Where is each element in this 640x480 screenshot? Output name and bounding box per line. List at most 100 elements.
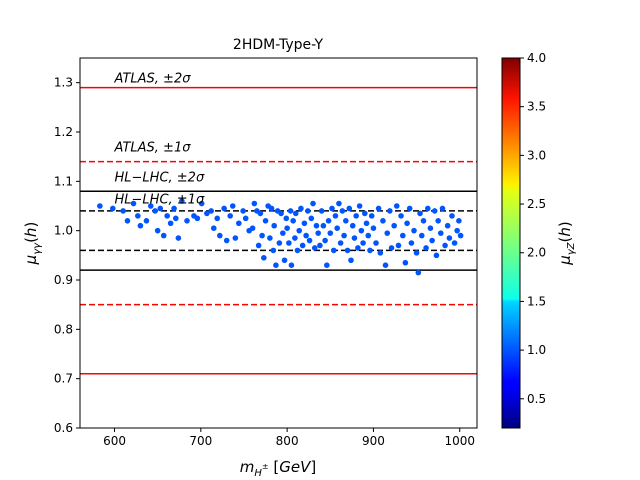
- scatter-point: [402, 259, 409, 266]
- scatter-point: [210, 225, 217, 231]
- scatter-point: [404, 220, 410, 227]
- colorbar-ticks: 0.5 1.0 1.5 2.0 2.5 3.0 3.5 4.0: [520, 51, 546, 406]
- scatter-point: [268, 205, 275, 212]
- scatter-point: [184, 218, 190, 224]
- scatter-point: [287, 208, 294, 214]
- colorbar-tick-label: 3.5: [527, 100, 546, 114]
- label-hllhc-1sigma: HL−LHC, ±1σ: [115, 193, 205, 208]
- scatter-point: [420, 218, 427, 224]
- scatter-point: [375, 205, 382, 212]
- scatter-point: [439, 205, 446, 212]
- scatter-point: [391, 222, 397, 229]
- scatter-point: [240, 208, 246, 214]
- scatter-point: [311, 245, 318, 251]
- scatter-point: [276, 240, 283, 246]
- scatter-point: [423, 245, 429, 251]
- scatter-point: [322, 237, 328, 244]
- scatter-point: [160, 232, 167, 239]
- scatter-point: [97, 203, 103, 209]
- scatter-point: [355, 245, 361, 251]
- scatter-point: [356, 203, 363, 209]
- plot-frame: [79, 57, 478, 429]
- scatter-point: [164, 213, 170, 219]
- label-hllhc-2sigma: HL−LHC, ±2σ: [115, 170, 205, 185]
- scatter-point: [358, 227, 365, 234]
- scatter-point: [442, 242, 448, 249]
- x-axis-label: mH± [GeV]: [240, 458, 316, 479]
- scatter-point: [449, 213, 455, 219]
- scatter-point: [367, 247, 373, 254]
- scatter-point: [377, 250, 384, 256]
- colorbar-tick-label: 2.0: [527, 246, 546, 260]
- scatter-point: [152, 208, 158, 214]
- scatter-point: [435, 218, 441, 224]
- y-tick-label: 1.1: [54, 174, 73, 188]
- label-atlas-1sigma: ATLAS, ±1σ: [114, 141, 192, 156]
- scatter-point: [137, 222, 144, 229]
- scatter-point: [427, 225, 434, 231]
- colorbar-tick-label: 3.0: [527, 148, 546, 162]
- scatter-point: [284, 225, 290, 231]
- scatter-point: [124, 218, 131, 224]
- scatter-point: [227, 213, 233, 219]
- scatter-point: [292, 210, 299, 217]
- scatter-point: [451, 240, 458, 246]
- scatter-point: [363, 220, 370, 227]
- scatter-point: [454, 227, 460, 234]
- y-tick-label: 0.7: [54, 372, 73, 386]
- scatter-point: [251, 200, 258, 207]
- scatter-point: [413, 250, 420, 256]
- scatter-point: [267, 235, 273, 241]
- scatter-point: [318, 208, 325, 214]
- scatter-point: [257, 210, 264, 217]
- scatter-point: [433, 252, 440, 259]
- x-tick-label: 1000: [444, 434, 475, 448]
- scatter-point: [353, 213, 359, 219]
- scatter-point: [261, 254, 267, 261]
- y-axis-label: μγγ(h): [22, 222, 43, 266]
- scatter-point: [327, 230, 334, 236]
- scatter-point: [411, 227, 417, 234]
- scatter-point: [324, 262, 330, 269]
- scatter-point: [259, 232, 265, 239]
- scatter-point: [236, 220, 242, 227]
- scatter-point: [351, 235, 358, 241]
- scatter-point: [283, 215, 290, 222]
- scatter-point: [425, 205, 431, 212]
- scatter-point: [315, 230, 322, 236]
- scatter-point: [255, 242, 262, 249]
- scatter-point: [362, 210, 368, 217]
- x-tick-label: 700: [189, 434, 212, 448]
- scatter-point: [242, 215, 249, 222]
- scatter-point: [368, 213, 375, 219]
- scatter-point: [444, 222, 451, 229]
- scatter-point: [457, 232, 464, 239]
- scatter-point: [305, 208, 311, 214]
- scatter-point: [387, 208, 393, 214]
- colorbar-tick-label: 1.5: [527, 294, 546, 308]
- scatter-point: [399, 232, 406, 239]
- scatter-point: [120, 208, 126, 214]
- scatter-point: [415, 269, 422, 276]
- scatter-point: [303, 232, 309, 239]
- scatter-point: [431, 208, 438, 214]
- scatter-point: [308, 215, 315, 222]
- scatter-point: [388, 245, 395, 251]
- scatter-point: [417, 210, 423, 217]
- scatter-points: [97, 198, 464, 276]
- x-tick-label: 800: [276, 434, 299, 448]
- y-tick-label: 0.9: [54, 273, 73, 287]
- scatter-point: [408, 240, 415, 246]
- scatter-point: [296, 227, 303, 234]
- scatter-point: [292, 235, 298, 241]
- chart-title: 2HDM-Type-Y: [233, 37, 324, 53]
- colorbar: [501, 57, 521, 429]
- scatter-point: [271, 222, 277, 229]
- scatter-point: [349, 222, 356, 229]
- y-tick-label: 0.8: [54, 322, 73, 336]
- colorbar-tick-label: 0.5: [527, 392, 546, 406]
- scatter-point: [334, 225, 340, 231]
- scatter-point: [167, 220, 174, 227]
- scatter-point: [384, 230, 391, 236]
